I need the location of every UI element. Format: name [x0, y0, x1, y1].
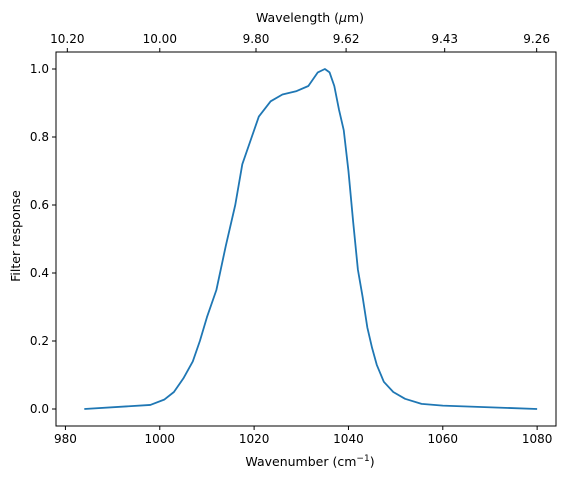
top-axis-ticks: 10.20 10.00 9.80 9.62 9.43 9.26 [50, 32, 550, 52]
plot-layer [84, 68, 538, 410]
y-tick-label: 0.8 [30, 130, 49, 144]
x-axis-ticks: 980 1000 1020 1040 1060 1080 [54, 426, 552, 446]
y-tick-label: 0.6 [30, 198, 49, 212]
x-axis-title: Wavenumber (cm−1) [245, 454, 374, 469]
x-tick-label: 1000 [145, 432, 176, 446]
top-tick-label: 9.26 [523, 32, 550, 46]
x-tick-label: 1020 [239, 432, 270, 446]
y-axis-ticks: 0.0 0.2 0.4 0.6 0.8 1.0 [30, 62, 56, 416]
plot-area-frame [55, 51, 557, 427]
y-tick-label: 0.2 [30, 334, 49, 348]
y-tick-label: 0.4 [30, 266, 49, 280]
x-tick-label: 1060 [428, 432, 459, 446]
top-tick-label: 9.62 [333, 32, 360, 46]
top-tick-label: 10.20 [50, 32, 84, 46]
y-tick-label: 1.0 [30, 62, 49, 76]
top-axis-title: Wavelength (μm) [256, 10, 364, 25]
y-tick-label: 0.0 [30, 402, 49, 416]
x-tick-label: 1040 [333, 432, 364, 446]
top-tick-label: 9.80 [243, 32, 270, 46]
series-line-0 [84, 68, 538, 410]
top-tick-label: 10.00 [143, 32, 177, 46]
x-tick-label: 1080 [522, 432, 553, 446]
y-axis-title: Filter response [8, 190, 23, 282]
top-tick-label: 9.43 [431, 32, 458, 46]
x-tick-label: 980 [54, 432, 77, 446]
